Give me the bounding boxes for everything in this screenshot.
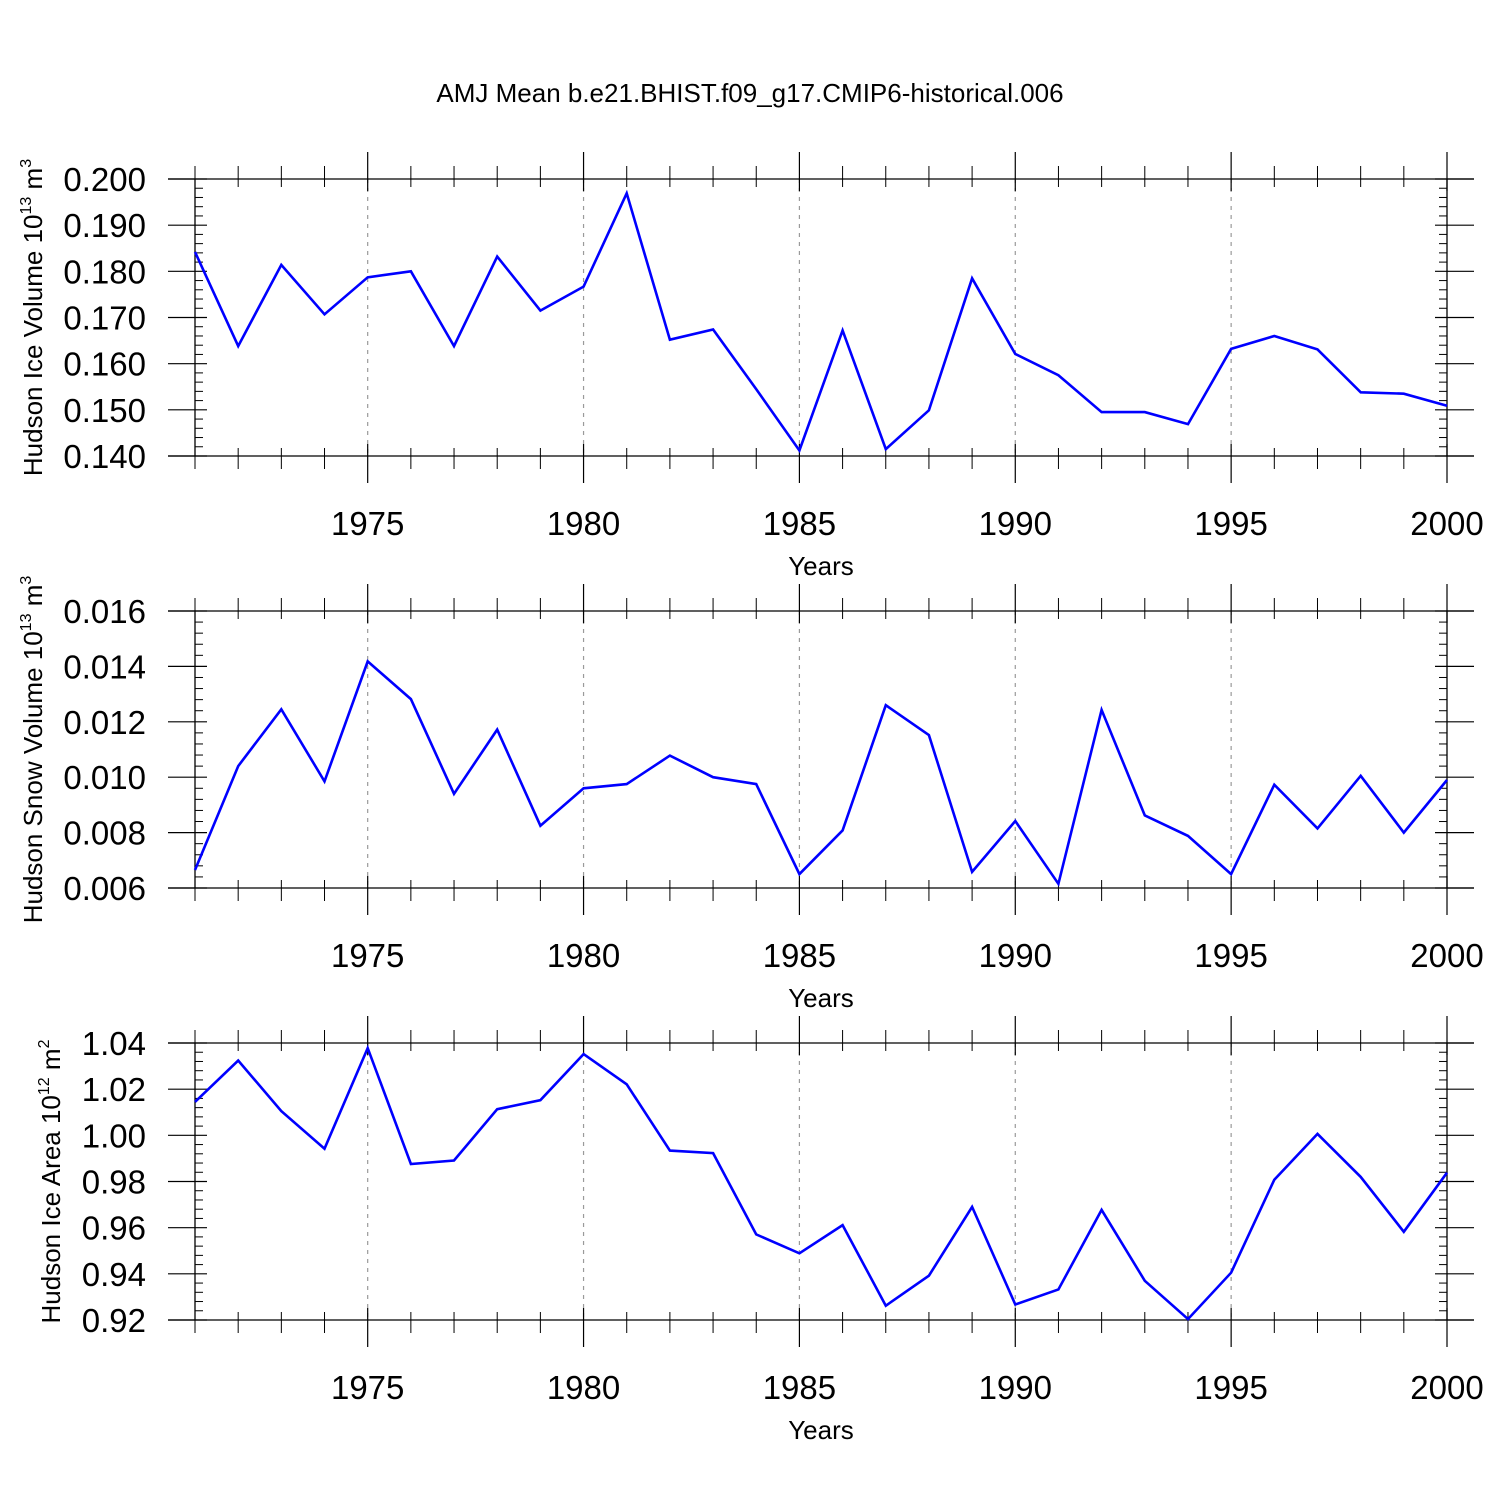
chart-panel-2: 0.016 0.014 0.012 0.010 0.008 0.006 1975 1980 19… [18,576,1484,1013]
data-series-line [194,1044,1449,1321]
y-axis-title-superscript: 13 [18,197,35,215]
y-axis-title-superscript: 12 [36,1077,53,1095]
x-axis-title: Years [788,983,854,1013]
y-tick-label: 1.04 [82,1025,146,1062]
x-tick-label: 1980 [547,1369,620,1406]
y-axis-title: Hudson Snow Volume 1013 m3 [18,576,48,924]
x-tick-label: 1985 [763,505,836,542]
y-tick-label: 0.016 [63,593,146,630]
x-tick-label: 1985 [763,937,836,974]
x-axis-title: Years [788,1415,854,1445]
y-tick-label: 1.00 [82,1117,146,1154]
y-tick-label: 0.160 [63,346,146,383]
y-axis-title-text: m [18,168,48,197]
y-tick-label: 0.150 [63,392,146,429]
data-series-line [193,189,1448,454]
x-axis-title: Years [788,551,854,581]
y-tick-label: 0.200 [63,161,146,198]
x-tick-label: 1975 [331,937,404,974]
y-axis-title-text: m [18,585,48,614]
y-tick-label: 0.96 [82,1210,146,1247]
y-tick-label: 0.94 [82,1256,146,1293]
y-tick-label: 0.180 [63,253,146,290]
y-axis-title-superscript: 2 [36,1039,53,1048]
y-axis-title-text: Hudson Snow Volume 10 [18,631,48,923]
x-tick-label: 2000 [1410,937,1483,974]
y-tick-label: 0.190 [63,207,146,244]
y-tick-label: 0.98 [82,1164,146,1201]
chart-panel-1: 0.200 0.190 0.180 0.170 0.160 0.150 0.140 1975 1… [18,152,1484,581]
y-axis-title-superscript: 3 [18,159,35,168]
x-tick-label: 1985 [763,1369,836,1406]
x-tick-label: 1975 [331,1369,404,1406]
y-axis-title-text: Hudson Ice Volume 10 [18,214,48,476]
y-axis-title-text: m [36,1048,66,1077]
y-axis-title: Hudson Ice Volume 1013 m3 [18,159,48,476]
x-tick-label: 1995 [1194,937,1267,974]
x-tick-label: 2000 [1410,505,1483,542]
x-tick-label: 1990 [979,505,1052,542]
y-axis-title-superscript: 3 [18,576,35,585]
y-tick-label: 0.008 [63,815,146,852]
y-tick-label: 1.02 [82,1071,146,1108]
y-tick-label: 0.140 [63,438,146,475]
x-tick-label: 1980 [547,505,620,542]
y-tick-label: 0.010 [63,759,146,796]
y-tick-label: 0.170 [63,300,146,337]
y-tick-label: 0.92 [82,1302,146,1339]
y-tick-label: 0.014 [63,648,146,685]
y-tick-label: 0.006 [63,870,146,907]
x-tick-label: 1980 [547,937,620,974]
x-tick-label: 1995 [1194,1369,1267,1406]
chart-panel-3: 1.04 1.02 1.00 0.98 0.96 0.94 0.92 1975 1980 1985… [36,1016,1484,1445]
x-tick-label: 1995 [1194,505,1267,542]
chart-title: AMJ Mean b.e21.BHIST.f09_g17.CMIP6-histo… [436,78,1064,108]
x-tick-label: 2000 [1410,1369,1483,1406]
x-tick-label: 1990 [979,937,1052,974]
x-tick-label: 1975 [331,505,404,542]
y-axis-title: Hudson Ice Area 1012 m2 [36,1039,66,1323]
x-tick-label: 1990 [979,1369,1052,1406]
data-series-line [193,659,1449,887]
y-tick-label: 0.012 [63,704,146,741]
y-axis-title-superscript: 13 [18,613,35,631]
y-axis-title-text: Hudson Ice Area 10 [36,1095,66,1323]
